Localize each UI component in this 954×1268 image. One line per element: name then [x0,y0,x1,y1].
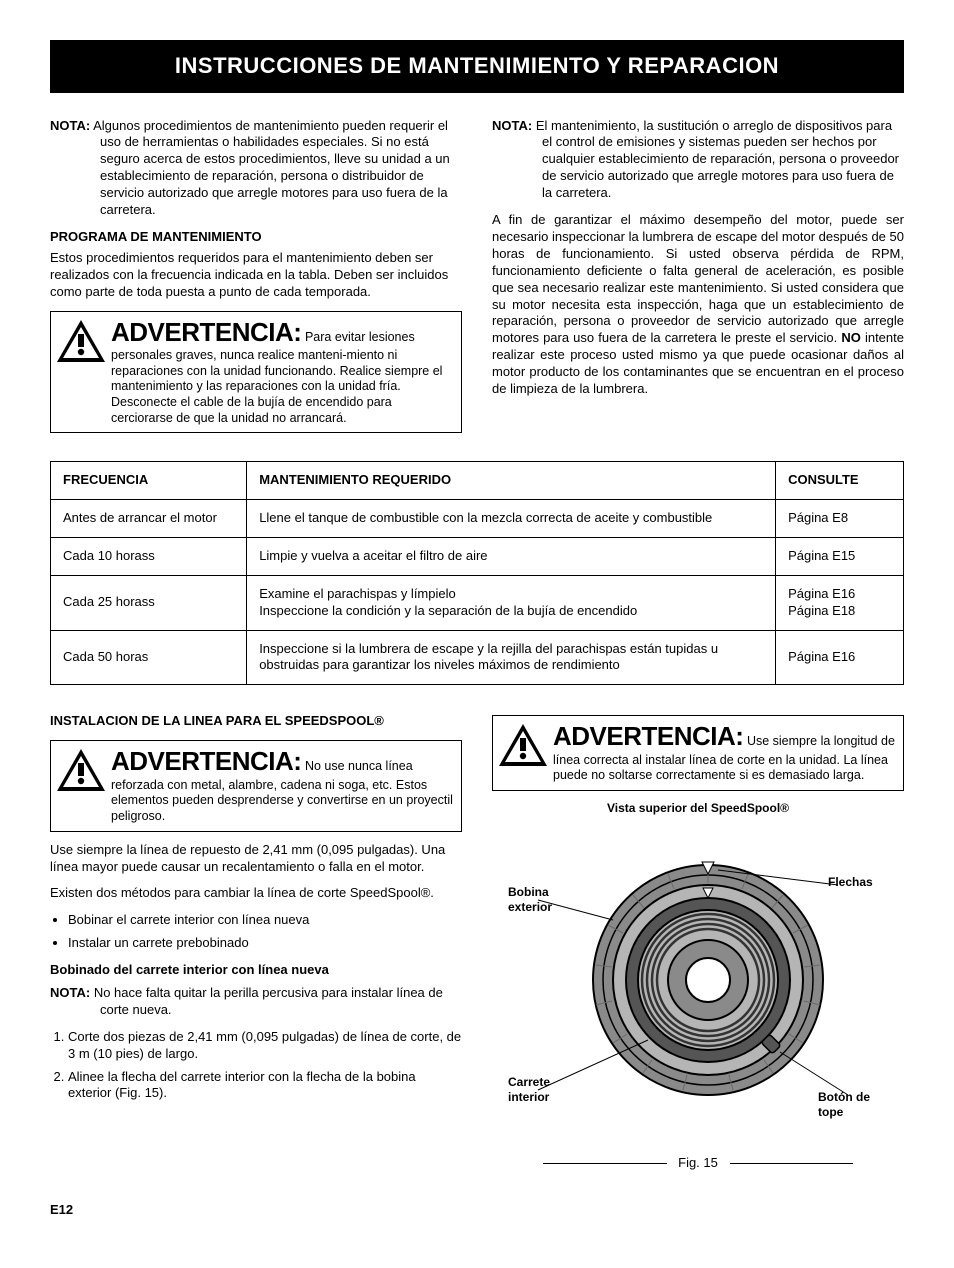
figure-area: Vista superior del SpeedSpool® [492,801,904,1171]
nota-right: NOTA: El mantenimiento, la sustitución o… [492,118,904,202]
warning-box-1: ADVERTENCIA: Para evitar lesiones person… [50,311,462,434]
right-para-pre: A fin de garantizar el máximo desempeño … [492,212,904,345]
table-cell: Página E16 [776,630,904,685]
step-2: Alinee la flecha del carrete interior co… [68,1069,462,1103]
th-consulte: CONSULTE [776,462,904,500]
warning-word: ADVERTENCIA: [111,317,301,347]
maintenance-table: FRECUENCIA MANTENIMIENTO REQUERIDO CONSU… [50,461,904,685]
table-row: Cada 10 horassLimpie y vuelva a aceitar … [51,537,904,575]
nota-label: NOTA: [492,118,532,133]
install-head: INSTALACION DE LA LINEA PARA EL SPEEDSPO… [50,713,462,730]
method-item-1: Bobinar el carrete interior con línea nu… [68,912,462,929]
table-cell: Cada 25 horass [51,575,247,630]
nota-2-text: No hace falta quitar la perilla percusiv… [94,985,443,1017]
warning-box-2: ADVERTENCIA: No use nunca línea reforzad… [50,740,462,831]
nota-label: NOTA: [50,985,90,1000]
top-columns: NOTA: Algunos procedimientos de mantenim… [50,118,904,444]
table-cell: Examine el parachispas y límpieloInspecc… [247,575,776,630]
nota-left: NOTA: Algunos procedimientos de mantenim… [50,118,462,219]
right-paragraph: A fin de garantizar el máximo desempeño … [492,212,904,398]
bottom-right: ADVERTENCIA: Use siempre la longitud de … [492,705,904,1171]
th-frecuencia: FRECUENCIA [51,462,247,500]
bottom-columns: INSTALACION DE LA LINEA PARA EL SPEEDSPO… [50,705,904,1171]
programa-text: Estos procedimientos requeridos para el … [50,250,462,301]
warning-text-2: ADVERTENCIA: No use nunca línea reforzad… [111,741,461,830]
table-cell: Cada 10 horass [51,537,247,575]
no-bold: NO [841,330,861,345]
nota-right-text: El mantenimiento, la sustitución o arreg… [536,118,899,201]
warning-icon-cell [51,312,111,433]
label-bobina: Bobina exterior [508,885,568,916]
method-list: Bobinar el carrete interior con línea nu… [68,912,462,952]
step-1: Corte dos piezas de 2,41 mm (0,095 pulga… [68,1029,462,1063]
warning-triangle-icon [55,747,107,795]
table-cell: Cada 50 horas [51,630,247,685]
warning-box-3: ADVERTENCIA: Use siempre la longitud de … [492,715,904,791]
table-cell: Limpie y vuelva a aceitar el filtro de a… [247,537,776,575]
table-cell: Página E15 [776,537,904,575]
table-row: Antes de arrancar el motorLlene el tanqu… [51,500,904,538]
right-column: NOTA: El mantenimiento, la sustitución o… [492,118,904,444]
use-line-text: Use siempre la línea de repuesto de 2,41… [50,842,462,876]
table-row: Cada 50 horasInspeccione si la lumbrera … [51,630,904,685]
page-title-bar: INSTRUCCIONES DE MANTENIMIENTO Y REPARAC… [50,40,904,93]
table-cell: Página E16Página E18 [776,575,904,630]
metodos-text: Existen dos métodos para cambiar la líne… [50,885,462,902]
nota-2: NOTA: No hace falta quitar la perilla pe… [50,985,462,1019]
left-column: NOTA: Algunos procedimientos de mantenim… [50,118,462,444]
warning-icon-cell [493,716,553,790]
fig-num-text: Fig. 15 [678,1155,718,1170]
warning-text-1: ADVERTENCIA: Para evitar lesiones person… [111,312,461,433]
table-cell: Antes de arrancar el motor [51,500,247,538]
programa-head: PROGRAMA DE MANTENIMIENTO [50,229,462,246]
table-cell: Inspeccione si la lumbrera de escape y l… [247,630,776,685]
fig-number: Fig. 15 [492,1155,904,1172]
steps-list: Corte dos piezas de 2,41 mm (0,095 pulga… [68,1029,462,1103]
warning-text-3: ADVERTENCIA: Use siempre la longitud de … [553,716,903,790]
bottom-left: INSTALACION DE LA LINEA PARA EL SPEEDSPO… [50,705,462,1171]
table-cell: Página E8 [776,500,904,538]
warning-triangle-icon [55,318,107,366]
page-number: E12 [50,1202,904,1219]
nota-label: NOTA: [50,118,90,133]
label-carrete: Carrete interior [508,1075,568,1106]
warning-word: ADVERTENCIA: [111,746,301,776]
label-flechas: Flechas [828,875,888,891]
table-cell: Llene el tanque de combustible con la me… [247,500,776,538]
warning-word: ADVERTENCIA: [553,721,743,751]
speedspool-diagram: Bobina exterior Carrete interior Flechas… [508,825,888,1145]
warning-triangle-icon [497,722,549,770]
bobinado-head: Bobinado del carrete interior con línea … [50,962,462,979]
th-mantenimiento: MANTENIMIENTO REQUERIDO [247,462,776,500]
warning-icon-cell [51,741,111,830]
fig-caption: Vista superior del SpeedSpool® [492,801,904,817]
method-item-2: Instalar un carrete prebobinado [68,935,462,952]
nota-left-text: Algunos procedimientos de mantenimiento … [93,118,450,217]
table-row: Cada 25 horassExamine el parachispas y l… [51,575,904,630]
label-boton: Botón de tope [818,1090,888,1121]
